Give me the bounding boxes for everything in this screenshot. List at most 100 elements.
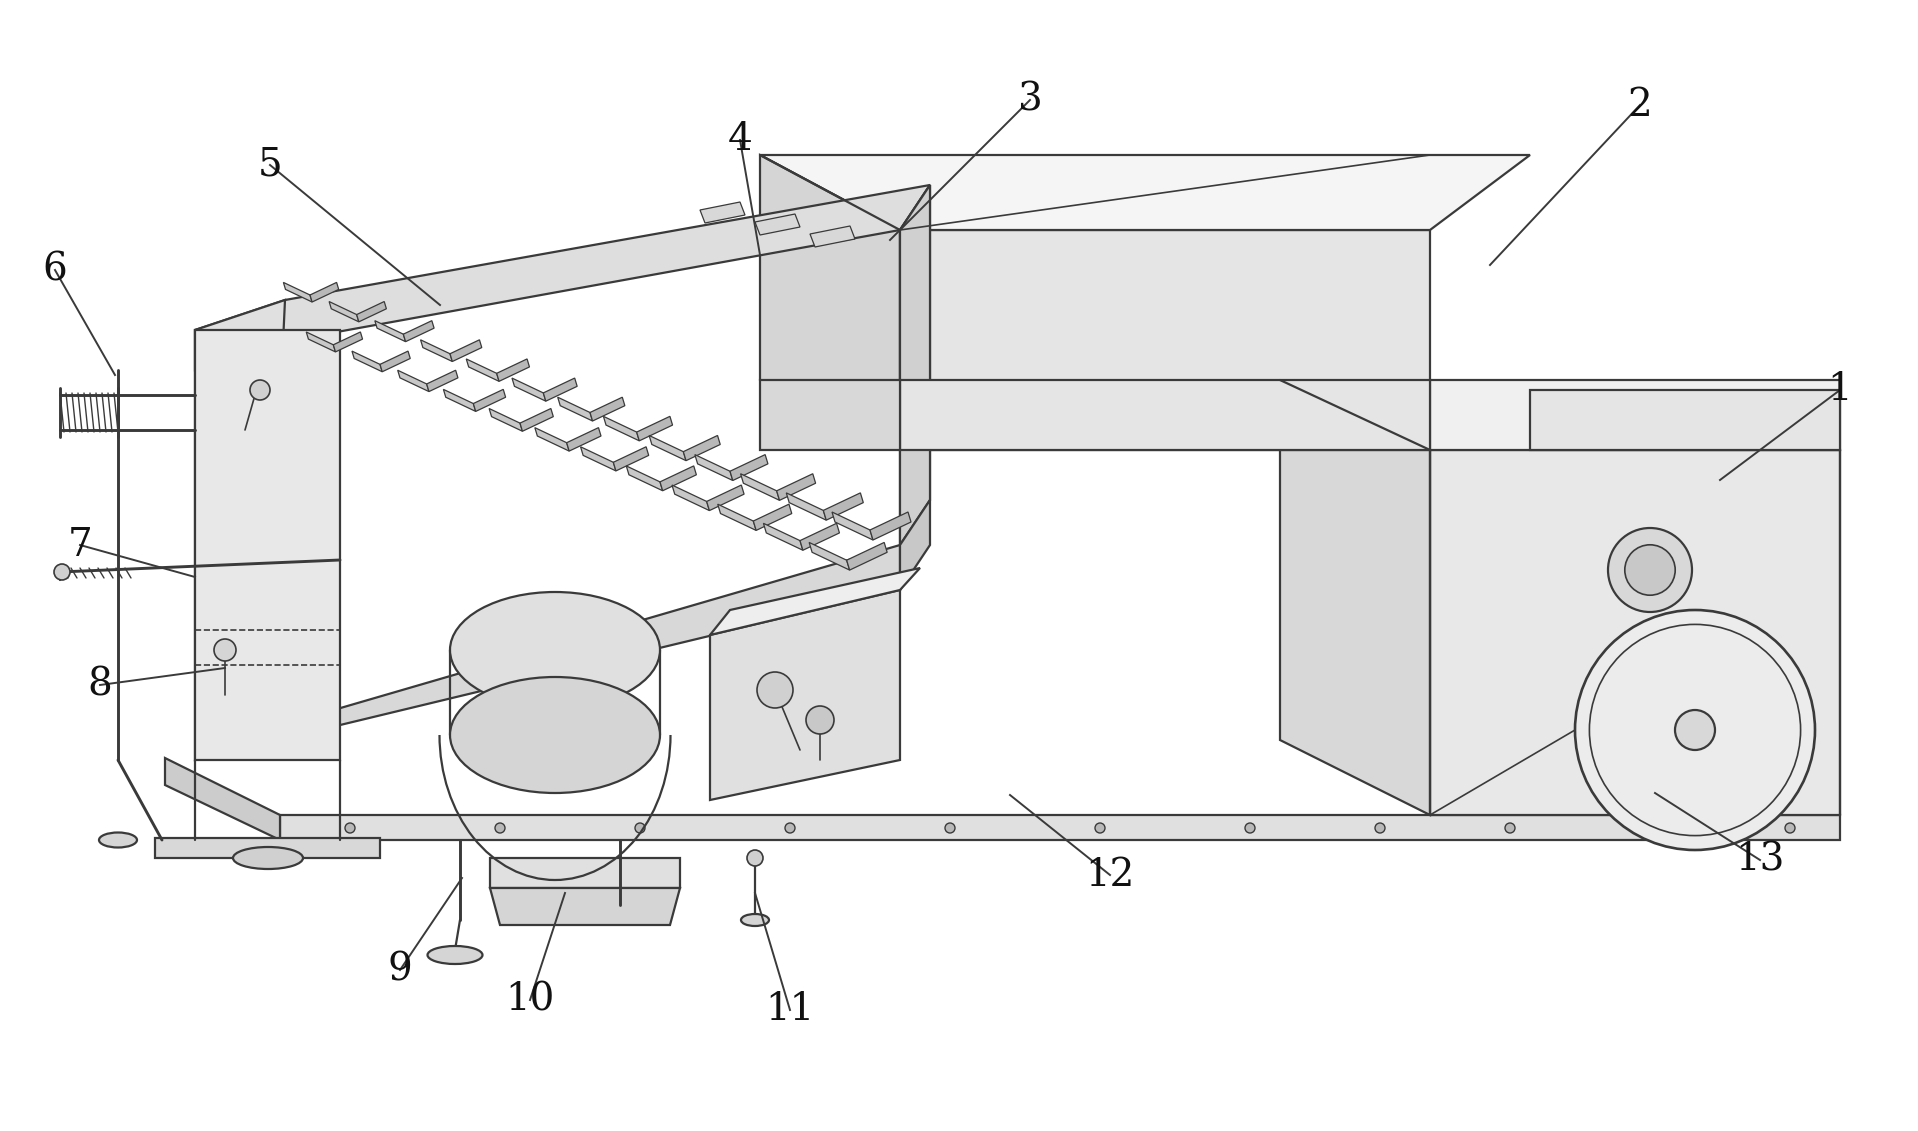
Text: 4: 4 — [727, 121, 752, 158]
Text: 9: 9 — [387, 951, 412, 988]
Circle shape — [1506, 823, 1515, 834]
Text: 6: 6 — [42, 251, 67, 288]
Polygon shape — [265, 185, 930, 345]
Polygon shape — [520, 408, 552, 431]
Polygon shape — [403, 321, 433, 342]
Polygon shape — [809, 226, 855, 247]
Polygon shape — [706, 485, 744, 510]
Polygon shape — [710, 590, 900, 800]
Polygon shape — [566, 428, 600, 451]
Circle shape — [635, 823, 644, 834]
Polygon shape — [353, 351, 382, 372]
Text: 2: 2 — [1628, 86, 1653, 123]
Polygon shape — [1431, 450, 1839, 815]
Polygon shape — [280, 815, 1839, 840]
Polygon shape — [165, 758, 280, 840]
Polygon shape — [426, 370, 458, 391]
Polygon shape — [466, 359, 499, 381]
Polygon shape — [330, 302, 359, 322]
Polygon shape — [614, 447, 648, 470]
Ellipse shape — [451, 592, 660, 708]
Circle shape — [746, 851, 763, 866]
Circle shape — [946, 823, 955, 834]
Polygon shape — [871, 512, 911, 539]
Polygon shape — [489, 858, 681, 888]
Ellipse shape — [740, 914, 769, 926]
Polygon shape — [683, 435, 721, 460]
Circle shape — [1625, 545, 1674, 595]
Circle shape — [1375, 823, 1385, 834]
Polygon shape — [196, 330, 339, 760]
Polygon shape — [900, 185, 930, 545]
Polygon shape — [451, 339, 481, 362]
Ellipse shape — [100, 832, 136, 847]
Text: 7: 7 — [67, 527, 92, 563]
Polygon shape — [710, 568, 921, 634]
Circle shape — [806, 706, 834, 734]
Polygon shape — [900, 500, 930, 590]
Text: 12: 12 — [1086, 856, 1135, 893]
Polygon shape — [777, 474, 815, 500]
Polygon shape — [284, 283, 313, 302]
Circle shape — [1786, 823, 1795, 834]
Circle shape — [1575, 610, 1814, 851]
Ellipse shape — [451, 677, 660, 793]
Polygon shape — [700, 202, 744, 223]
Polygon shape — [489, 888, 681, 925]
Polygon shape — [823, 493, 863, 520]
Polygon shape — [489, 408, 522, 431]
Circle shape — [215, 639, 236, 661]
Polygon shape — [1279, 380, 1839, 450]
Polygon shape — [334, 333, 363, 352]
Polygon shape — [311, 283, 339, 302]
Polygon shape — [637, 416, 673, 441]
Polygon shape — [760, 155, 900, 450]
Polygon shape — [694, 455, 733, 481]
Polygon shape — [754, 504, 792, 530]
Polygon shape — [731, 455, 767, 481]
Polygon shape — [380, 351, 410, 372]
Polygon shape — [900, 380, 1431, 450]
Polygon shape — [627, 466, 662, 491]
Text: 3: 3 — [1018, 81, 1041, 119]
Polygon shape — [763, 524, 804, 551]
Ellipse shape — [428, 946, 483, 964]
Circle shape — [1607, 528, 1692, 612]
Polygon shape — [900, 185, 930, 545]
Text: 1: 1 — [1828, 371, 1853, 408]
Circle shape — [345, 823, 355, 834]
Text: 5: 5 — [257, 147, 282, 183]
Polygon shape — [196, 300, 286, 760]
Ellipse shape — [232, 847, 303, 869]
Polygon shape — [671, 485, 710, 510]
Polygon shape — [760, 380, 900, 450]
Polygon shape — [591, 397, 625, 421]
Polygon shape — [786, 493, 827, 520]
Polygon shape — [196, 545, 900, 760]
Polygon shape — [558, 397, 593, 421]
Circle shape — [249, 380, 270, 400]
Polygon shape — [196, 300, 286, 370]
Polygon shape — [900, 230, 1431, 450]
Polygon shape — [1531, 390, 1839, 450]
Polygon shape — [497, 359, 529, 381]
Polygon shape — [756, 214, 800, 235]
Polygon shape — [535, 428, 570, 451]
Circle shape — [784, 823, 794, 834]
Polygon shape — [1279, 380, 1431, 815]
Polygon shape — [604, 416, 639, 441]
Polygon shape — [307, 333, 336, 352]
Polygon shape — [648, 435, 687, 460]
Text: 10: 10 — [504, 982, 554, 1019]
Polygon shape — [760, 155, 1531, 230]
Polygon shape — [800, 524, 840, 551]
Polygon shape — [374, 321, 405, 342]
Polygon shape — [155, 838, 380, 858]
Text: 8: 8 — [88, 666, 113, 703]
Circle shape — [758, 672, 792, 708]
Text: 13: 13 — [1736, 841, 1784, 879]
Circle shape — [1646, 823, 1655, 834]
Circle shape — [54, 564, 69, 580]
Polygon shape — [543, 378, 577, 402]
Polygon shape — [397, 370, 430, 391]
